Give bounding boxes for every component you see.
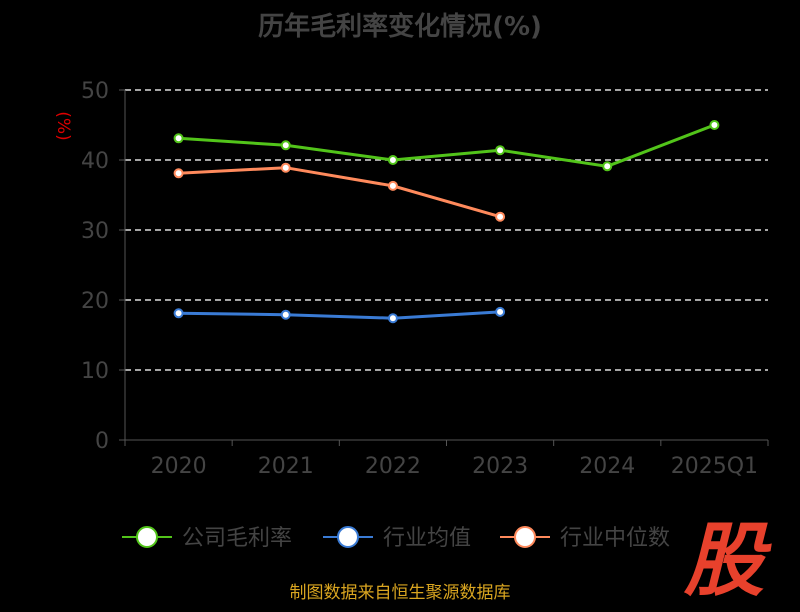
data-point: [173, 168, 184, 179]
data-point: [495, 306, 506, 317]
x-tick-label: 2022: [365, 454, 421, 479]
data-point: [495, 211, 506, 222]
data-point: [495, 145, 506, 156]
data-point: [602, 161, 613, 172]
legend-label: 行业中位数: [560, 526, 670, 551]
legend-label: 公司毛利率: [182, 526, 292, 551]
legend-marker: [136, 526, 158, 548]
x-tick-label: 2024: [579, 454, 635, 479]
legend-marker: [514, 526, 536, 548]
x-tick-label: 2020: [151, 454, 207, 479]
legend-label: 行业均值: [383, 526, 471, 551]
source-note: 制图数据来自恒生聚源数据库: [289, 583, 511, 603]
logo: 股: [684, 514, 764, 607]
y-tick-label: 40: [81, 149, 109, 174]
data-point: [387, 155, 398, 165]
chart-title: 历年毛利率变化情况(%): [258, 12, 542, 42]
data-point: [173, 133, 184, 144]
x-tick-label: 2021: [258, 454, 314, 479]
y-tick-label: 20: [81, 289, 109, 314]
series-line: [178, 123, 715, 168]
y-axis-label: (%): [53, 111, 73, 140]
series-line: [178, 166, 501, 219]
data-point: [387, 313, 398, 324]
legend-marker: [337, 526, 359, 548]
y-tick-label: 50: [81, 79, 109, 104]
data-point: [280, 309, 291, 320]
data-point: [709, 120, 720, 130]
data-point: [280, 140, 291, 151]
y-tick-label: 0: [95, 429, 109, 454]
x-tick-label: 2023: [472, 454, 528, 479]
data-point: [173, 308, 184, 319]
data-point: [387, 180, 398, 191]
x-tick-label: 2025Q1: [671, 454, 758, 479]
series-line: [178, 310, 501, 320]
y-tick-label: 30: [81, 219, 109, 244]
data-point: [280, 162, 291, 173]
y-tick-label: 10: [81, 359, 109, 384]
